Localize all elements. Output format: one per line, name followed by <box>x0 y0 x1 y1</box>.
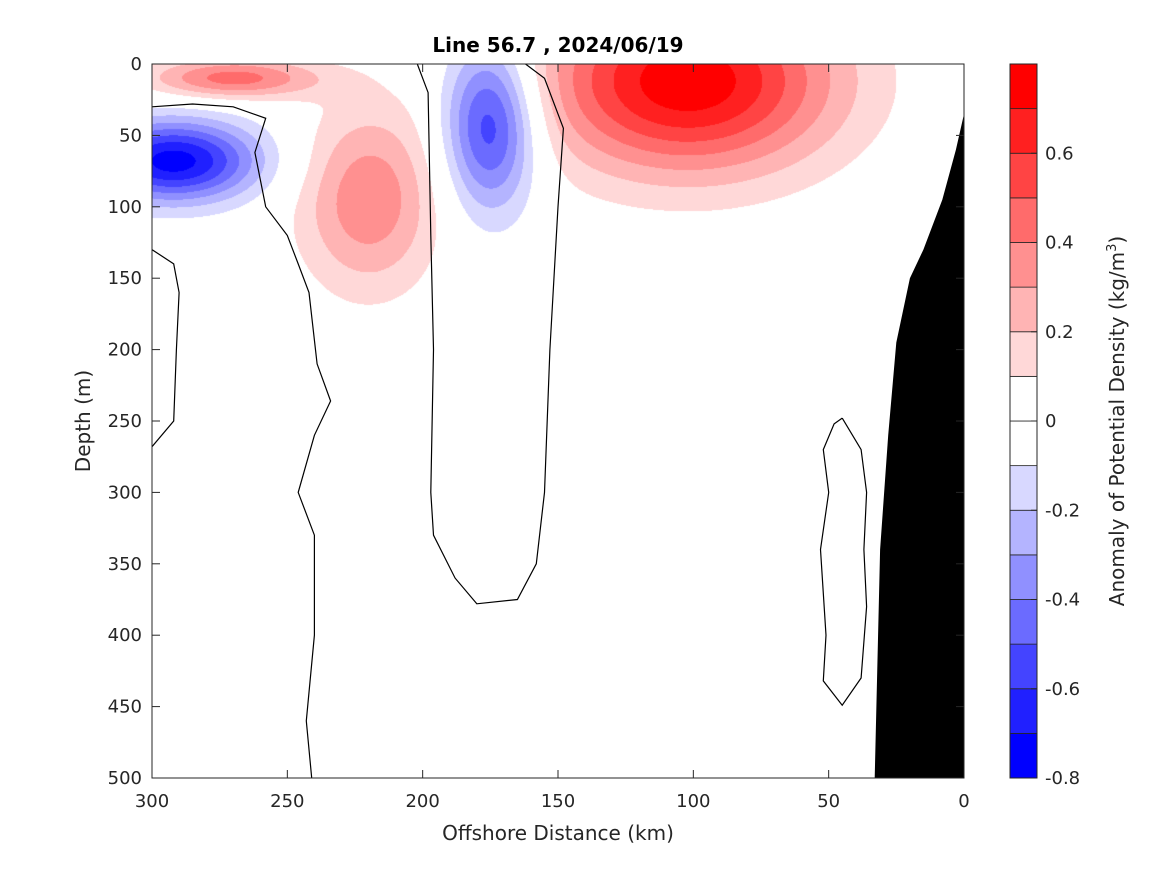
bathymetry-seafloor <box>874 113 964 778</box>
y-tick-label: 150 <box>108 268 142 289</box>
x-tick-label: 100 <box>676 791 710 812</box>
y-tick-label: 400 <box>108 625 142 646</box>
y-tick-label: 500 <box>108 768 142 789</box>
colorbar-bin <box>1009 152 1038 199</box>
colorbar-tick-label: 0.2 <box>1045 322 1074 343</box>
colorbar-bin <box>1009 197 1038 243</box>
chart-title: Line 56.7 , 2024/06/19 <box>432 33 683 57</box>
y-tick-label: 250 <box>108 411 142 432</box>
y-tick-label: 200 <box>108 340 142 361</box>
zero-contour-1 <box>152 103 332 778</box>
colorbar-bin <box>1009 420 1038 467</box>
colorbar-label-superscript: 3 <box>1105 244 1120 252</box>
colorbar-bin <box>1009 643 1038 690</box>
zero-contour-lines <box>152 64 868 778</box>
colorbar-tick-label: -0.8 <box>1045 768 1080 789</box>
colorbar-bin <box>1009 286 1038 333</box>
colorbar-bin <box>1009 465 1038 511</box>
colorbar-tick-label: 0.6 <box>1045 143 1074 164</box>
zero-contour-2 <box>152 249 180 448</box>
colorbar-bin <box>1009 599 1038 645</box>
y-axis-ticks: 0 50 100 150 200 250 300 350 400 450 500 <box>108 54 964 789</box>
colorbar-tick-label: -0.6 <box>1045 679 1080 700</box>
colorbar-tick-label: -0.4 <box>1045 590 1080 611</box>
y-tick-label: 50 <box>119 125 142 146</box>
x-axis-label: Offshore Distance (km) <box>442 821 674 845</box>
colorbar-bin <box>1009 331 1038 377</box>
x-tick-label: 150 <box>541 791 575 812</box>
x-tick-label: 250 <box>270 791 304 812</box>
colorbar-tick-label: 0 <box>1045 411 1056 432</box>
y-tick-label: 350 <box>108 554 142 575</box>
colorbar-bin <box>1009 509 1038 556</box>
zero-contour-4 <box>819 417 868 707</box>
y-tick-label: 100 <box>108 197 142 218</box>
y-tick-label: 450 <box>108 697 142 718</box>
x-axis-ticks: 300 250 200 150 100 50 0 <box>135 64 970 812</box>
density-anomaly-field <box>152 64 964 778</box>
colorbar: -0.8 -0.6 -0.4 -0.2 0 0.2 0.4 0.6 Anomaly of Po… <box>1009 63 1129 789</box>
plot-area: 300 250 200 150 100 50 0 050100150200250300350… <box>108 54 970 812</box>
y-tick-label: 0 <box>131 54 142 75</box>
colorbar-bin <box>1009 732 1038 779</box>
x-tick-label: 300 <box>135 791 169 812</box>
x-tick-label: 200 <box>405 791 439 812</box>
y-axis-label: Depth (m) <box>71 370 95 472</box>
y-tick-label: 300 <box>108 482 142 503</box>
colorbar-label-close: ) <box>1105 236 1129 244</box>
colorbar-bin <box>1009 242 1038 288</box>
zero-contour-3 <box>416 64 565 605</box>
colorbar-swatches <box>1009 63 1038 779</box>
x-tick-label: 50 <box>817 791 840 812</box>
colorbar-bin <box>1009 108 1038 154</box>
colorbar-bin <box>1009 375 1038 422</box>
colorbar-label: Anomaly of Potential Density (kg/m3) <box>1105 236 1129 606</box>
colorbar-bin <box>1009 688 1038 734</box>
colorbar-bin <box>1009 554 1038 600</box>
colorbar-tick-label: -0.2 <box>1045 500 1080 521</box>
colorbar-tick-label: 0.4 <box>1045 233 1074 254</box>
x-tick-label: 0 <box>958 791 969 812</box>
colorbar-label-text: Anomaly of Potential Density (kg/m <box>1105 252 1129 606</box>
colorbar-ticks: -0.8 -0.6 -0.4 -0.2 0 0.2 0.4 0.6 <box>1031 143 1080 789</box>
colorbar-bin <box>1009 63 1038 110</box>
